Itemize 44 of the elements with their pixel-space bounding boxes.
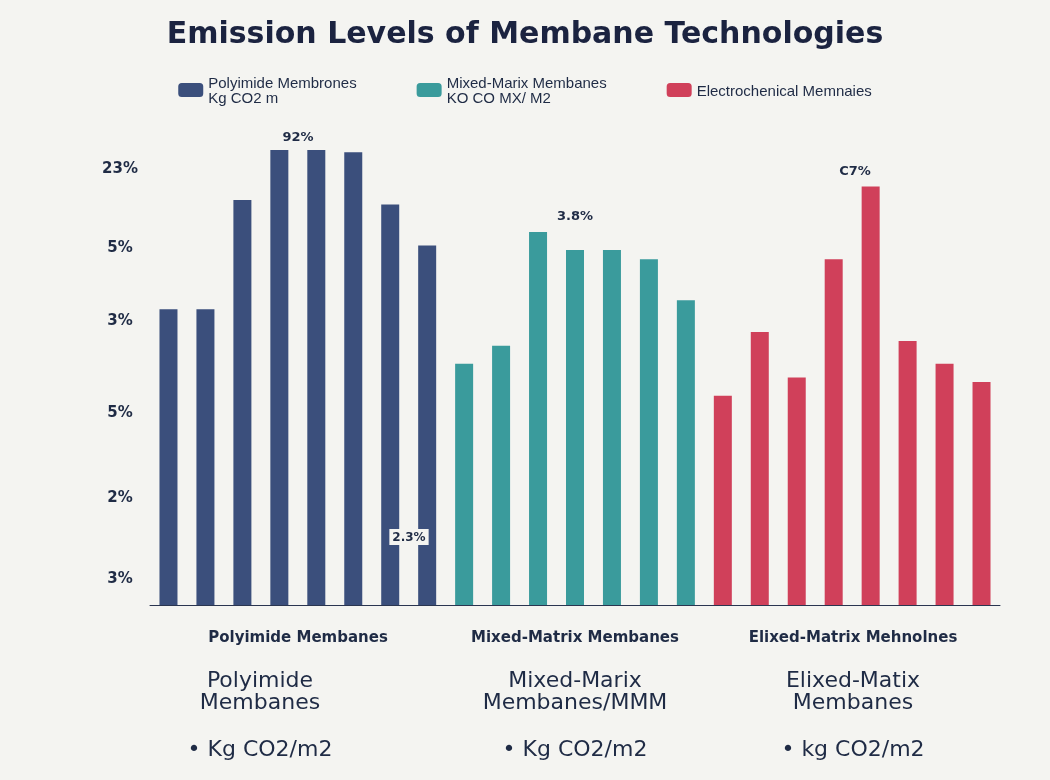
legend-label: Mixed-Marix Membanes KO CO MX/ M2 xyxy=(446,74,607,106)
text: 2% xyxy=(107,488,133,506)
text: 3% xyxy=(107,311,133,329)
bar xyxy=(787,377,806,605)
bar xyxy=(676,300,695,605)
bar xyxy=(529,231,548,605)
bar xyxy=(196,309,215,605)
text: • Kg CO2/m2 xyxy=(187,735,333,761)
annotation: 3.8% xyxy=(556,207,594,223)
text: Mixed-Matrix Membanes xyxy=(471,628,680,646)
text: Elixed-Matrix Mehnolnes xyxy=(748,628,958,646)
annotation: C7% xyxy=(839,162,871,178)
bar xyxy=(566,250,584,605)
text: 3% xyxy=(107,569,133,587)
text: Elixed-Matix Membanes xyxy=(785,666,921,714)
bar xyxy=(639,259,658,605)
bar xyxy=(750,332,769,605)
text: 5% xyxy=(107,238,133,256)
bar xyxy=(344,152,363,605)
bar xyxy=(492,345,511,605)
bar xyxy=(307,150,326,605)
legend-label: Electrochenical Memnaies xyxy=(696,81,872,99)
bar xyxy=(455,363,474,605)
text: 92% xyxy=(282,128,314,144)
text: Polyimide Membanes xyxy=(199,666,321,714)
bar xyxy=(935,363,954,605)
text: Polyimide Membanes xyxy=(208,628,388,646)
bar xyxy=(972,382,991,605)
bar xyxy=(824,259,843,605)
bar xyxy=(898,341,917,605)
text: 5% xyxy=(107,403,133,421)
chart-title: Emission Levels of Membane Technologies xyxy=(166,14,884,50)
annotation: 2.3% xyxy=(392,530,426,544)
legend-label: Polyimide Membrones Kg CO2 m xyxy=(208,74,357,106)
bar xyxy=(159,309,178,605)
text: • Kg CO2/m2 xyxy=(502,735,648,761)
bar xyxy=(861,186,880,605)
bar xyxy=(270,150,289,605)
bar xyxy=(602,250,621,605)
text: Mixed-Marix Membanes/MMM xyxy=(482,666,668,714)
bar xyxy=(713,395,732,605)
text: • kg CO2/m2 xyxy=(781,735,925,761)
text: 23% xyxy=(102,159,138,177)
bar xyxy=(233,200,252,605)
